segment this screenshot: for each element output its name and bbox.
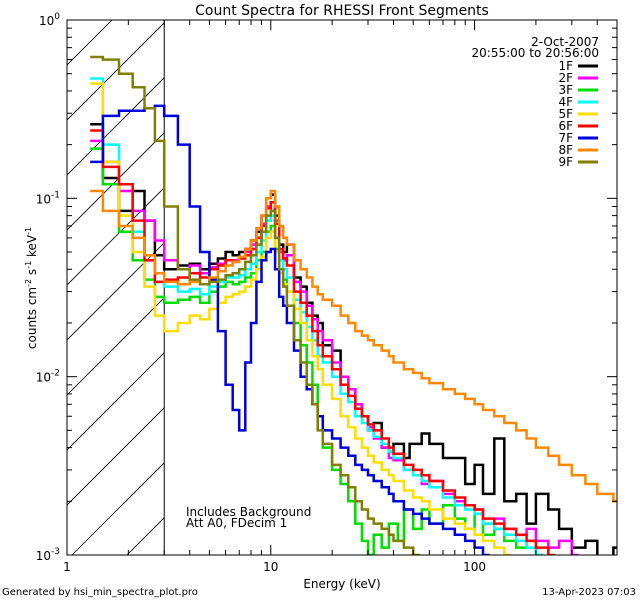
series-8f-line xyxy=(90,189,617,503)
hatch-line xyxy=(67,77,165,176)
legend: 1F 2F 3F 4F 5F 6F 7F 8F 9F xyxy=(558,59,598,169)
x-axis-label: Energy (keV) xyxy=(303,577,380,591)
hatch-line xyxy=(71,462,165,555)
time-range-label: 20:55:00 to 20:56:00 xyxy=(472,46,599,60)
date-label: 2-Oct-2007 xyxy=(531,35,599,49)
y-tick-label-10e-3: 10-3 xyxy=(36,547,60,563)
legend-label-8f: 8F xyxy=(558,143,573,157)
y-tick-label-10e-2: 10-2 xyxy=(36,369,60,385)
series-3f-line xyxy=(90,147,543,555)
legend-label-3f: 3F xyxy=(558,83,573,97)
x-tick-label-10: 10 xyxy=(263,560,278,574)
series-6f-line xyxy=(90,129,556,555)
plot-frame xyxy=(66,19,618,556)
y-tick-label-10e0: 100 xyxy=(39,12,60,28)
footer-timestamp: 13-Apr-2023 07:03 xyxy=(542,587,636,598)
x-tick-label-100: 100 xyxy=(463,560,486,574)
legend-label-2f: 2F xyxy=(558,71,573,85)
series-9f-line xyxy=(90,55,420,555)
hatch-line xyxy=(67,242,165,341)
legend-label-1f: 1F xyxy=(558,59,573,73)
footer-generated-by: Generated by hsi_min_spectra_plot.pro xyxy=(2,587,198,598)
series-lines xyxy=(90,55,617,555)
chart-title: Count Spectra for RHESSI Front Segments xyxy=(195,3,489,19)
series-7f-line xyxy=(90,104,490,555)
y-axis-label: counts cm-2 s-1 keV-1 xyxy=(24,227,39,349)
legend-label-6f: 6F xyxy=(558,119,573,133)
axis-ticks xyxy=(66,19,618,556)
series-5f-line xyxy=(90,82,512,555)
y-tick-label-10e-1: 10-1 xyxy=(36,190,60,206)
hatch-line xyxy=(67,407,165,506)
excluded-region-hatch xyxy=(67,20,165,555)
background-note: Includes Background xyxy=(186,505,311,519)
legend-label-9f: 9F xyxy=(558,155,573,169)
legend-label-7f: 7F xyxy=(558,131,573,145)
hatch-line xyxy=(67,22,165,121)
legend-label-4f: 4F xyxy=(558,95,573,109)
legend-label-5f: 5F xyxy=(558,107,573,121)
x-tick-label-1: 1 xyxy=(63,560,71,574)
attenuator-note: Att A0, FDecim 1 xyxy=(186,516,287,530)
